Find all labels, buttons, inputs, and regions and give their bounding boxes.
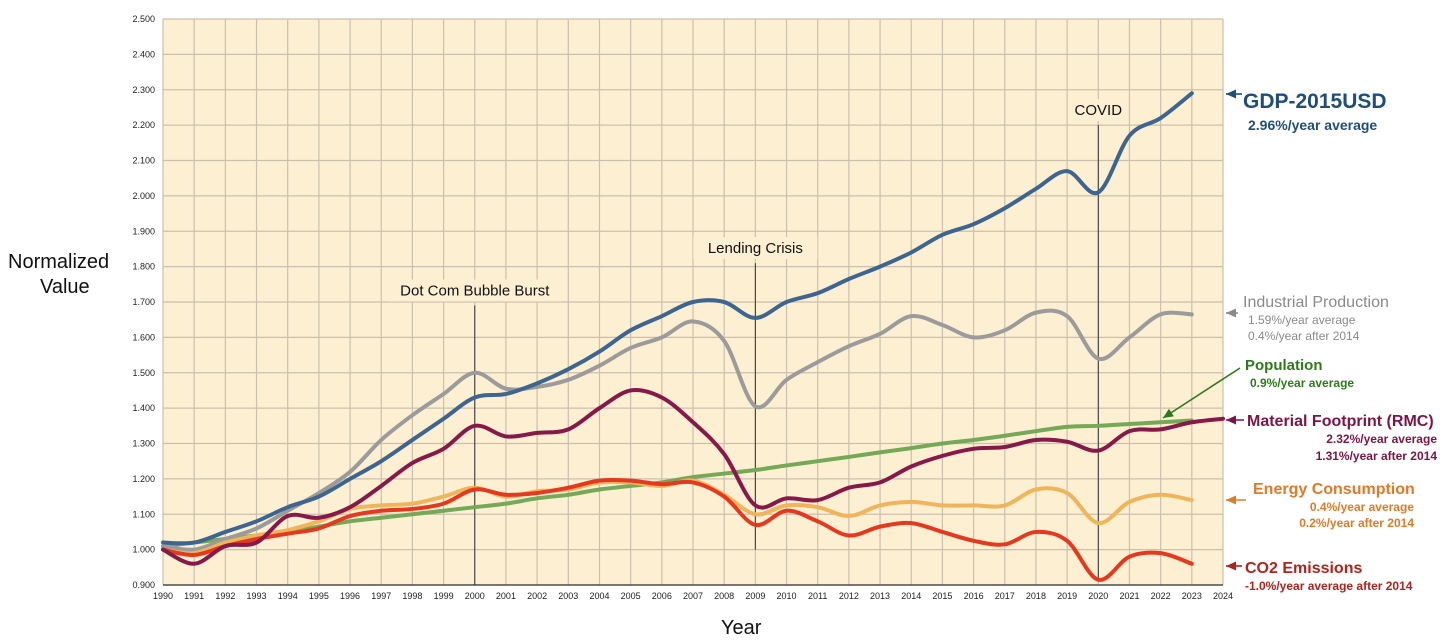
y-tick-label: 1.500	[132, 368, 155, 378]
y-tick-label: 1.400	[132, 403, 155, 413]
y-tick-label: 1.300	[132, 439, 155, 449]
series-label: CO2 Emissions	[1245, 560, 1362, 577]
x-tick-label: 2012	[839, 591, 859, 601]
series-note: -1.0%/year average after 2014	[1245, 579, 1413, 593]
y-tick-label: 2.200	[132, 120, 155, 130]
y-tick-label: 2.100	[132, 156, 155, 166]
x-tick-label: 2000	[465, 591, 485, 601]
x-tick-label: 2008	[714, 591, 734, 601]
series-note: 0.2%/year after 2014	[1299, 516, 1414, 530]
annotation-label: COVID	[1075, 102, 1123, 119]
x-tick-label: 2023	[1182, 591, 1202, 601]
y-tick-label: 2.400	[132, 49, 155, 59]
x-tick-label: 2016	[964, 591, 984, 601]
y-tick-label: 2.000	[132, 191, 155, 201]
series-note: 0.4%/year average	[1310, 500, 1414, 514]
series-note: 2.32%/year average	[1326, 432, 1437, 446]
arrowhead-icon	[1226, 495, 1236, 505]
x-tick-label: 2015	[932, 591, 952, 601]
x-tick-label: 2017	[995, 591, 1015, 601]
series-note: 0.9%/year average	[1250, 376, 1354, 390]
series-lines	[161, 91, 1225, 582]
series-label: GDP-2015USD	[1243, 90, 1387, 113]
arrowhead-icon	[1163, 408, 1174, 418]
series-line-gdp-2015usd	[161, 91, 1194, 546]
x-tick-label: 2020	[1088, 591, 1108, 601]
x-tick-label: 2018	[1026, 591, 1046, 601]
arrowhead-icon	[1226, 561, 1236, 571]
arrow-line	[1162, 367, 1241, 419]
x-axis-ticks: 1990 1991 1992 1993 1994 1995 1996 1997 1998 1999…	[153, 591, 1233, 601]
x-tick-label: 2001	[496, 591, 516, 601]
y-axis-ticks: 0.900 1.000 1.100 1.200 1.300 1.400 1.500 1.600…	[132, 14, 155, 590]
y-tick-label: 1.800	[132, 262, 155, 272]
y-axis-title-line1: Normalized	[8, 251, 109, 273]
x-tick-label: 2013	[870, 591, 890, 601]
series-line-industrial-production	[161, 308, 1194, 552]
y-tick-label: 1.600	[132, 332, 155, 342]
x-tick-label: 1994	[278, 591, 298, 601]
x-tick-label: 2021	[1119, 591, 1139, 601]
series-label: Material Footprint (RMC)	[1247, 413, 1434, 430]
x-tick-label: 2005	[621, 591, 641, 601]
x-axis-title: Year	[721, 617, 762, 639]
x-tick-label: 1997	[371, 591, 391, 601]
x-tick-label: 2014	[901, 591, 921, 601]
y-axis-title-line2: Value	[40, 276, 90, 298]
x-tick-label: 2019	[1057, 591, 1077, 601]
x-tick-label: 2024	[1213, 591, 1233, 601]
x-tick-label: 1991	[184, 591, 204, 601]
series-note: 0.4%/year after 2014	[1248, 329, 1360, 343]
x-tick-label: 2010	[777, 591, 797, 601]
x-tick-label: 1998	[402, 591, 422, 601]
y-tick-label: 2.300	[132, 85, 155, 95]
series-label: Industrial Production	[1243, 294, 1389, 311]
x-tick-label: 2009	[745, 591, 765, 601]
x-tick-label: 1995	[309, 591, 329, 601]
series-labels: GDP-2015USD 2.96%/year average Industrial …	[1162, 89, 1438, 593]
event-annotations: Dot Com Bubble Burst Lending Crisis COVID	[387, 99, 1124, 585]
x-tick-label: 1992	[215, 591, 235, 601]
x-tick-label: 2003	[558, 591, 578, 601]
x-tick-label: 1996	[340, 591, 360, 601]
annotation-label-bg	[1073, 99, 1124, 122]
y-tick-label: 1.900	[132, 226, 155, 236]
series-line-material-footprint-rmc-	[161, 388, 1225, 566]
annotation-label-bg	[387, 279, 562, 302]
x-tick-label: 2007	[683, 591, 703, 601]
series-label: Energy Consumption	[1253, 481, 1415, 498]
arrowhead-icon	[1226, 415, 1236, 425]
x-tick-label: 2002	[527, 591, 547, 601]
x-tick-label: 1993	[247, 591, 267, 601]
y-tick-label: 1.100	[132, 509, 155, 519]
y-tick-label: 1.700	[132, 297, 155, 307]
annotation-label-bg	[693, 237, 818, 260]
y-tick-label: 2.500	[132, 14, 155, 24]
series-line-co2-emissions	[161, 477, 1194, 582]
x-tick-label: 2006	[652, 591, 672, 601]
x-tick-label: 2022	[1151, 591, 1171, 601]
annotation-label: Dot Com Bubble Burst	[400, 283, 550, 300]
arrowhead-icon	[1226, 308, 1236, 318]
series-note: 1.31%/year after 2014	[1316, 449, 1438, 463]
arrowhead-icon	[1226, 89, 1236, 99]
x-tick-label: 1999	[434, 591, 454, 601]
series-note: 2.96%/year average	[1248, 117, 1377, 133]
series-label: Population	[1245, 357, 1323, 374]
series-note: 1.59%/year average	[1248, 313, 1356, 327]
y-tick-label: 0.900	[132, 580, 155, 590]
x-tick-label: 1990	[153, 591, 173, 601]
x-tick-label: 2004	[589, 591, 609, 601]
y-tick-label: 1.000	[132, 545, 155, 555]
x-tick-label: 2011	[808, 591, 827, 601]
y-tick-label: 1.200	[132, 474, 155, 484]
annotation-label: Lending Crisis	[708, 240, 803, 257]
